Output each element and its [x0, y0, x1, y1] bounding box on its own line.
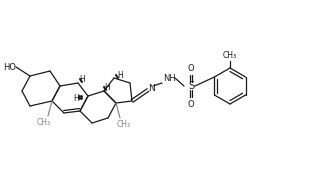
Text: CH₃: CH₃ — [223, 50, 237, 60]
Text: CH₃: CH₃ — [37, 117, 51, 126]
Text: O: O — [188, 63, 194, 73]
Text: H: H — [73, 94, 79, 103]
Text: S: S — [188, 81, 194, 91]
Text: CH₃: CH₃ — [117, 120, 131, 129]
Text: NH: NH — [164, 74, 176, 83]
Text: O: O — [188, 100, 194, 108]
Text: H: H — [117, 70, 123, 79]
Text: H: H — [79, 74, 85, 83]
Text: HO: HO — [3, 62, 17, 71]
Text: H: H — [104, 83, 110, 91]
Text: N: N — [149, 83, 155, 92]
